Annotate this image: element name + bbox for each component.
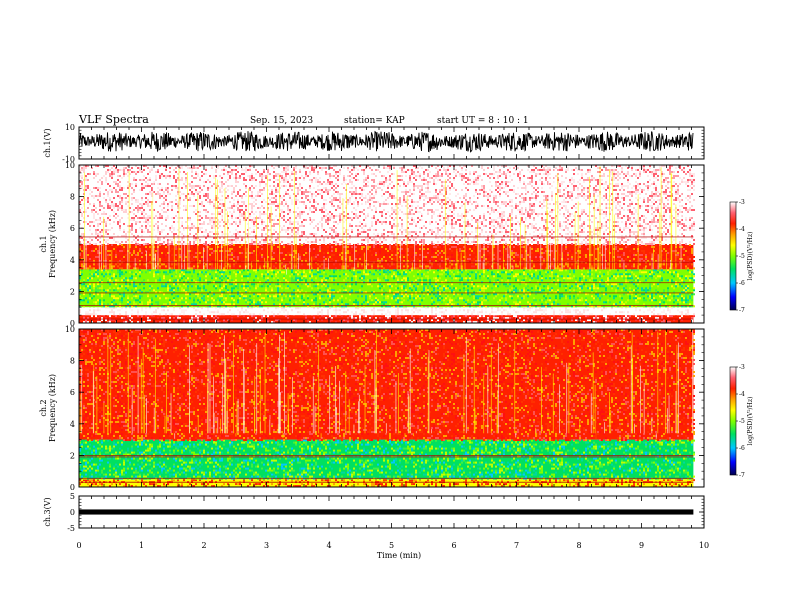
y-tick-label: 10: [65, 325, 75, 334]
ch1-waveform-panel: 10 -10 ch.1(V): [43, 123, 705, 164]
y-axis-label: ch.3(V): [43, 497, 52, 526]
y-tick-label: 0: [70, 319, 75, 328]
x-tick-label: 9: [639, 541, 644, 550]
x-tick-label: 6: [451, 541, 456, 550]
station-label: station= KAP: [344, 116, 405, 126]
colorbar-tick-label: -5: [739, 418, 745, 425]
y-tick-label: 8: [70, 357, 75, 366]
ch2-spectrogram-panel: 0 2 4 6 8 10 ch.2 Frequency (kHz): [39, 325, 705, 492]
y-axis-label: Frequency (kHz): [48, 210, 57, 278]
ch1-colorbar: -3 -4 -5 -6 -7 log(PSD)(V²/Hz): [729, 199, 754, 314]
colorbar-scale: [729, 366, 737, 476]
colorbar-label: log(PSD)(V²/Hz): [747, 232, 754, 281]
ch1-spectrogram-panel: 0 2 4 6 8 10 ch.1 Frequency (kHz): [39, 161, 705, 328]
x-tick-label: 7: [514, 541, 519, 550]
ch2-colorbar: -3 -4 -5 -6 -7 log(PSD)(V²/Hz): [729, 364, 754, 479]
y-tick-label: -10: [62, 155, 75, 164]
y-axis-label: ch.1(V): [43, 128, 52, 157]
y-tick-label: 2: [70, 451, 75, 460]
colorbar-label: log(PSD)(V²/Hz): [747, 397, 754, 446]
colorbar-tick-label: -3: [739, 364, 745, 371]
spectrogram-band: [79, 307, 694, 316]
colorbar-tick-label: -6: [739, 445, 745, 452]
x-tick-label: 0: [76, 541, 81, 550]
ch1-trace: [78, 130, 694, 153]
x-tick-label: 2: [201, 541, 206, 550]
x-tick-label: 4: [326, 541, 331, 550]
y-tick-label: -5: [67, 524, 75, 533]
y-tick-label: 4: [70, 256, 75, 265]
colorbar-tick-label: -4: [739, 226, 745, 233]
y-tick-label: 4: [70, 420, 75, 429]
y-axis-label: ch.2: [39, 399, 48, 416]
colorbar-tick-label: -3: [739, 199, 745, 206]
figure-title: VLF Spectra: [78, 113, 149, 126]
x-tick-label: 3: [264, 541, 269, 550]
colorbar-tick-label: -4: [739, 391, 745, 398]
spectrogram-band: [79, 261, 694, 270]
y-tick-label: 6: [70, 388, 75, 397]
colorbar-tick-label: -6: [739, 280, 745, 287]
y-tick-label: 8: [70, 193, 75, 202]
y-axis-label: Frequency (kHz): [48, 374, 57, 442]
start-time-label: start UT = 8 : 10 : 1: [437, 116, 529, 126]
time-axis: 0 1 2 3 4 5 6 7 8 9 10: [76, 541, 709, 550]
y-tick-label: 5: [70, 492, 75, 501]
colorbar-tick-label: -7: [739, 307, 745, 314]
ch3-trace: [79, 509, 694, 515]
x-tick-label: 5: [389, 541, 394, 550]
spectrogram-band: [79, 479, 694, 487]
spectrogram-image: [79, 329, 695, 488]
spectrogram-image: [78, 165, 695, 324]
ch3-waveform-panel: 5 0 -5 ch.3(V): [43, 492, 705, 533]
colorbar-tick-label: -5: [739, 253, 745, 260]
y-tick-label: 2: [70, 287, 75, 296]
y-tick-label: 10: [65, 123, 75, 132]
colorbar-tick-label: -7: [739, 472, 745, 479]
colorbar-scale: [729, 201, 737, 311]
y-tick-label: 10: [65, 161, 75, 170]
x-axis-label: Time (min): [377, 551, 421, 560]
date-label: Sep. 15, 2023: [250, 116, 313, 126]
y-tick-label: 6: [70, 224, 75, 233]
y-tick-label: 0: [70, 483, 75, 492]
y-axis-label: ch.1: [39, 235, 48, 252]
x-tick-label: 1: [139, 541, 144, 550]
x-tick-label: 8: [576, 541, 581, 550]
x-tick-label: 10: [699, 541, 709, 550]
y-tick-label: 0: [70, 508, 75, 517]
